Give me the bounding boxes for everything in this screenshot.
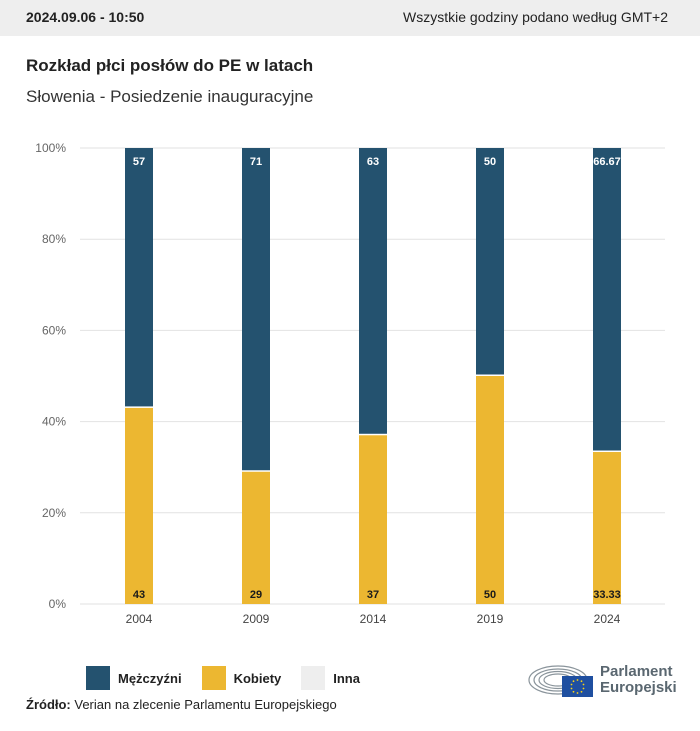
stacked-bar-chart: 0% 20% 40% 60% 80% 100% 57 43 2004 71 29 2009 63 37 20… — [35, 141, 665, 626]
bar-women — [242, 471, 270, 604]
logo-line-1: Parlament — [600, 663, 673, 680]
source-text: Verian na zlecenie Parlamentu Europejski… — [70, 697, 337, 712]
legend-swatch-other — [301, 666, 326, 690]
data-label-women: 37 — [367, 589, 379, 601]
legend-item-men[interactable]: Mężczyźni — [86, 666, 182, 690]
legend-label: Mężczyźni — [118, 670, 182, 686]
legend-swatch-women — [201, 666, 226, 690]
bar-women — [476, 376, 504, 604]
logo-text: Parlament Europejski — [600, 664, 677, 696]
data-label-women: 50 — [484, 589, 496, 601]
datetime: 2024.09.06 - 10:50 — [26, 9, 145, 25]
hemicycle-eu-flag-icon — [528, 665, 593, 697]
y-tick-label: 40% — [42, 415, 66, 429]
data-label-women: 29 — [250, 589, 262, 601]
x-tick-label: 2014 — [360, 612, 387, 626]
x-tick-label: 2004 — [126, 612, 153, 626]
y-tick-label: 0% — [49, 597, 67, 611]
bar-men — [125, 148, 153, 407]
bar-women — [593, 452, 621, 604]
data-label-men: 50 — [484, 156, 496, 168]
legend: Mężczyźni Kobiety Inna — [86, 666, 380, 690]
top-bar: 2024.09.06 - 10:50 Wszystkie godziny pod… — [0, 0, 700, 36]
chart-subtitle: Słowenia - Posiedzenie inauguracyjne — [26, 87, 314, 106]
legend-label: Inna — [333, 670, 360, 686]
bar-men — [359, 148, 387, 434]
european-parliament-logo: Parlament Europejski — [528, 660, 677, 700]
data-label-men: 66.67 — [593, 156, 621, 168]
data-label-women: 43 — [133, 589, 145, 601]
bar-men — [476, 148, 504, 375]
chart-title: Rozkład płci posłów do PE w latach — [26, 56, 314, 75]
y-tick-label: 80% — [42, 232, 66, 246]
x-tick-label: 2024 — [594, 612, 621, 626]
legend-label: Kobiety — [233, 670, 282, 686]
y-tick-label: 20% — [42, 506, 66, 520]
logo-line-2: Europejski — [600, 679, 677, 696]
data-label-men: 63 — [367, 156, 379, 168]
timezone-note: Wszystkie godziny podano według GMT+2 — [403, 9, 668, 25]
bar-women — [125, 407, 153, 604]
source-label: Źródło: — [26, 697, 71, 712]
x-tick-label: 2019 — [477, 612, 504, 626]
x-tick-label: 2009 — [243, 612, 270, 626]
legend-swatch-men — [86, 666, 110, 690]
bar-women — [359, 435, 387, 604]
source-note: Źródło: Verian na zlecenie Parlamentu Eu… — [26, 697, 337, 712]
data-label-men: 57 — [133, 156, 145, 168]
bar-men — [242, 148, 270, 471]
y-tick-label: 60% — [42, 323, 66, 337]
legend-item-women[interactable]: Kobiety — [201, 666, 282, 690]
legend-item-other[interactable]: Inna — [301, 666, 360, 690]
data-label-women: 33.33 — [593, 589, 621, 601]
y-tick-label: 100% — [35, 141, 66, 155]
bar-men — [593, 148, 621, 451]
data-label-men: 71 — [250, 156, 262, 168]
